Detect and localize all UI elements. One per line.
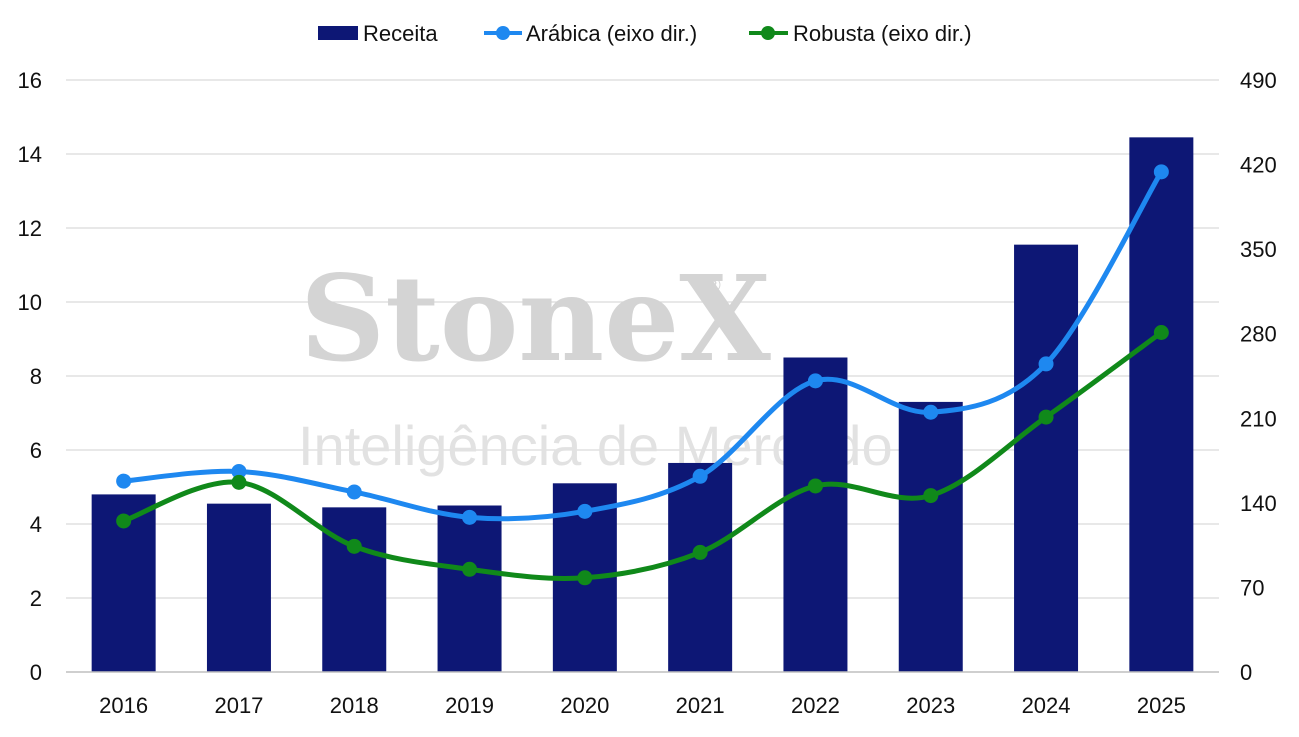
robusta-marker xyxy=(577,570,593,586)
robusta-marker xyxy=(231,474,247,490)
receita-bar xyxy=(437,505,502,672)
right-axis-tick-label: 420 xyxy=(1240,153,1277,178)
receita-bar xyxy=(898,401,963,672)
robusta-marker xyxy=(1038,409,1054,425)
arabica-marker xyxy=(577,503,593,519)
arabica-marker xyxy=(116,473,132,489)
arabica-marker xyxy=(692,468,708,484)
x-axis-tick-label: 2020 xyxy=(560,693,609,718)
legend-robusta-label: Robusta (eixo dir.) xyxy=(793,21,972,46)
receita-bar xyxy=(783,357,848,672)
left-axis-tick-label: 0 xyxy=(30,660,42,685)
robusta-line xyxy=(121,330,1164,581)
receita-bar xyxy=(206,503,271,672)
x-axis-tick-label: 2018 xyxy=(330,693,379,718)
right-axis-tick-label: 490 xyxy=(1240,68,1277,93)
arabica-marker xyxy=(923,404,939,420)
receita-bar xyxy=(668,462,733,672)
robusta-marker xyxy=(116,513,132,529)
x-axis-tick-label: 2021 xyxy=(676,693,725,718)
right-axis-tick-label: 280 xyxy=(1240,322,1277,347)
left-axis-tick-label: 4 xyxy=(30,512,42,537)
legend-receita-swatch xyxy=(318,26,358,40)
left-axis-tick-label: 6 xyxy=(30,438,42,463)
left-axis-tick-label: 10 xyxy=(18,290,42,315)
right-axis-tick-label: 140 xyxy=(1240,491,1277,516)
arabica-marker xyxy=(346,484,362,500)
arabica-marker xyxy=(231,463,247,479)
left-axis-tick-label: 2 xyxy=(30,586,42,611)
x-axis-tick-label: 2023 xyxy=(906,693,955,718)
x-axis-tick-label: 2025 xyxy=(1137,693,1186,718)
legend-receita-label: Receita xyxy=(363,21,438,46)
arabica-marker xyxy=(807,373,823,389)
robusta-marker xyxy=(1153,325,1169,341)
receita-bar xyxy=(1129,137,1194,673)
right-axis-tick-label: 0 xyxy=(1240,660,1252,685)
legend-arabica-marker xyxy=(496,26,510,40)
left-axis-tick-label: 14 xyxy=(18,142,42,167)
watermark-brand: StoneX xyxy=(300,249,771,388)
right-axis-tick-label: 210 xyxy=(1240,406,1277,431)
legend-arabica-label: Arábica (eixo dir.) xyxy=(526,21,697,46)
legend-robusta-marker xyxy=(761,26,775,40)
robusta-marker xyxy=(923,488,939,504)
legend: Receita Arábica (eixo dir.) Robusta (eix… xyxy=(318,21,972,46)
receita-bar xyxy=(1014,244,1079,672)
x-axis-tick-label: 2019 xyxy=(445,693,494,718)
arabica-marker xyxy=(1153,164,1169,180)
watermark-registered-mark: ® xyxy=(706,275,721,297)
price-lines xyxy=(116,164,1169,586)
receita-bars xyxy=(91,137,1194,673)
x-axis-tick-label: 2024 xyxy=(1022,693,1071,718)
x-axis-tick-label: 2017 xyxy=(214,693,263,718)
stonex-watermark: StoneX ® Inteligência de Mercado xyxy=(298,249,893,477)
right-axis-tick-label: 70 xyxy=(1240,575,1264,600)
robusta-marker xyxy=(462,561,478,577)
left-axis-tick-label: 8 xyxy=(30,364,42,389)
left-axis-tick-label: 12 xyxy=(18,216,42,241)
robusta-marker xyxy=(346,538,362,554)
right-axis-tick-label: 350 xyxy=(1240,237,1277,262)
robusta-marker xyxy=(692,544,708,560)
x-axis-tick-label: 2016 xyxy=(99,693,148,718)
axes: 0 2 4 6 8 10 12 14 16 0 70 140 210 280 350 420 490 2016 20… xyxy=(18,68,1277,718)
robusta-marker xyxy=(807,478,823,494)
arabica-line xyxy=(121,169,1164,522)
x-axis-tick-label: 2022 xyxy=(791,693,840,718)
arabica-marker xyxy=(1038,356,1054,372)
arabica-marker xyxy=(462,509,478,525)
left-axis-tick-label: 16 xyxy=(18,68,42,93)
